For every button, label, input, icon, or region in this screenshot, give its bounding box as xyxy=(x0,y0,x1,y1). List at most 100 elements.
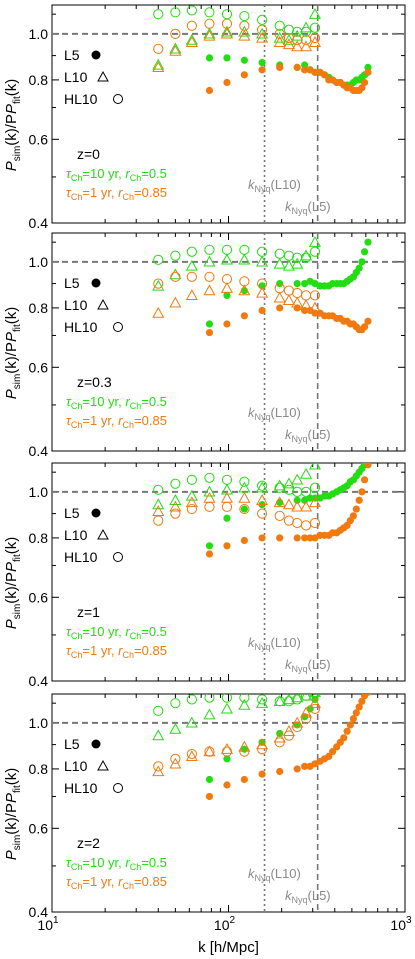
param-tau-sub: Ch xyxy=(71,650,83,660)
point-l10-green xyxy=(220,25,234,37)
point-hl10-green xyxy=(170,478,181,489)
x-tick-exp: 2 xyxy=(230,915,236,926)
point-l5-orange xyxy=(346,721,354,729)
ylabel-p2: P xyxy=(3,793,20,803)
param-tau-val: =1 yr, xyxy=(82,413,118,428)
nyq-k: k xyxy=(248,405,256,420)
point-l10-green xyxy=(273,257,286,269)
ylabel-end: (k) xyxy=(3,537,20,555)
point-l10-orange xyxy=(256,31,269,43)
point-l5-orange xyxy=(301,534,309,542)
point-l10-green xyxy=(282,259,295,271)
point-l10-green xyxy=(203,255,216,267)
ylabel-mid: (k)/P xyxy=(3,342,20,374)
ylabel-sub-sim: sim xyxy=(12,146,23,162)
legend: L5 L10 HL10 xyxy=(64,736,123,796)
y-tick-label: 0.6 xyxy=(29,359,49,375)
point-l5-green xyxy=(358,258,366,266)
point-hl10-green xyxy=(239,244,250,255)
param-r-val: =0.85 xyxy=(134,874,167,889)
point-hl10-orange xyxy=(256,24,268,35)
point-l5-orange xyxy=(301,762,309,770)
ylabel-p: P xyxy=(3,389,20,399)
point-hl10-orange xyxy=(221,501,233,512)
green-params-label: τCh=10 yr, rCh=0.5 xyxy=(66,166,167,183)
param-r-sub: Ch xyxy=(123,420,135,430)
y-tick-label: 0.8 xyxy=(29,530,49,546)
point-hl10-green xyxy=(309,246,321,257)
point-l5-green xyxy=(293,280,301,288)
orange-params-label: τCh=1 yr, rCh=0.85 xyxy=(66,874,167,891)
param-r-val: =0.85 xyxy=(134,413,167,428)
point-l5-orange xyxy=(276,304,284,312)
point-l5-orange xyxy=(349,715,357,723)
param-r-sub: Ch xyxy=(123,192,135,202)
param-r-sub: Ch xyxy=(130,173,142,183)
point-hl10-green xyxy=(239,694,250,703)
point-hl10-orange xyxy=(153,761,164,772)
point-l5-green xyxy=(301,280,309,288)
param-r-val: =0.85 xyxy=(134,185,167,200)
point-hl10-green xyxy=(283,24,295,35)
y-tick-label: 0.4 xyxy=(29,673,49,689)
point-hl10-orange xyxy=(309,290,321,301)
point-l10-orange xyxy=(273,731,286,743)
ylabel-sub-sim: sim xyxy=(12,835,23,851)
param-tau: τ xyxy=(66,394,72,409)
orange-params-label: τCh=1 yr, rCh=0.85 xyxy=(66,185,167,202)
nyq-sub: Nyq xyxy=(292,895,308,905)
legend-marker-open-circle xyxy=(113,783,123,793)
point-l5-green xyxy=(258,58,266,67)
point-l10-orange xyxy=(185,36,198,47)
point-l5-green xyxy=(293,496,301,504)
point-l10-orange xyxy=(256,286,269,298)
point-l10-orange xyxy=(282,38,295,50)
param-tau-val: =1 yr, xyxy=(82,874,118,889)
point-hl10-orange xyxy=(300,290,312,301)
param-r-sub: Ch xyxy=(123,650,135,660)
point-hl10-green xyxy=(283,696,295,707)
point-hl10-orange xyxy=(170,271,181,282)
ylabel-end: (k) xyxy=(3,768,20,786)
param-r-val: =0.85 xyxy=(134,643,167,658)
point-l5-orange xyxy=(360,694,369,700)
param-r-sub: Ch xyxy=(123,881,135,891)
param-r: r xyxy=(118,874,123,889)
point-l10-orange xyxy=(308,496,322,508)
point-l10-orange xyxy=(220,743,234,754)
orange-params-label: τCh=1 yr, rCh=0.85 xyxy=(66,413,167,430)
param-r: r xyxy=(118,185,123,200)
nyquist-l5-label: kNyq(L5) xyxy=(285,199,331,216)
point-l10-green xyxy=(299,249,313,261)
legend-marker-filled-circle xyxy=(91,278,101,288)
data-markers xyxy=(152,235,372,337)
y-tick-label: 0.8 xyxy=(29,72,49,88)
point-l10-green xyxy=(282,694,295,705)
point-l10-orange xyxy=(203,284,216,296)
point-l10-orange xyxy=(282,725,295,736)
point-l10-green xyxy=(238,698,251,710)
point-l5-orange xyxy=(311,309,319,317)
param-r: r xyxy=(118,413,123,428)
point-l5-green xyxy=(223,291,231,299)
nyquist-l10-label: kNyq(L10) xyxy=(248,405,301,422)
point-l10-orange xyxy=(169,44,182,56)
ylabel-mid: (k)/P xyxy=(3,572,20,604)
redshift-label: z=2 xyxy=(77,835,100,851)
ylabel-sub-fit: fit xyxy=(12,324,23,332)
point-l5-green xyxy=(205,775,214,784)
point-l10-green xyxy=(291,694,304,703)
point-l5-orange xyxy=(276,534,284,542)
point-l5-orange xyxy=(276,767,284,776)
nyquist-l5-label: kNyq(L5) xyxy=(285,888,331,905)
point-l5-orange xyxy=(276,63,284,71)
y-tick-label: 0.4 xyxy=(29,443,49,459)
x-tick-base: 10 xyxy=(37,917,53,933)
nyq-sub: Nyq xyxy=(255,184,271,194)
point-l10-orange xyxy=(169,296,182,308)
point-l5-orange xyxy=(358,488,366,496)
point-l5-orange xyxy=(320,71,329,79)
point-l5-orange xyxy=(364,68,372,76)
point-l10-orange xyxy=(299,40,313,52)
